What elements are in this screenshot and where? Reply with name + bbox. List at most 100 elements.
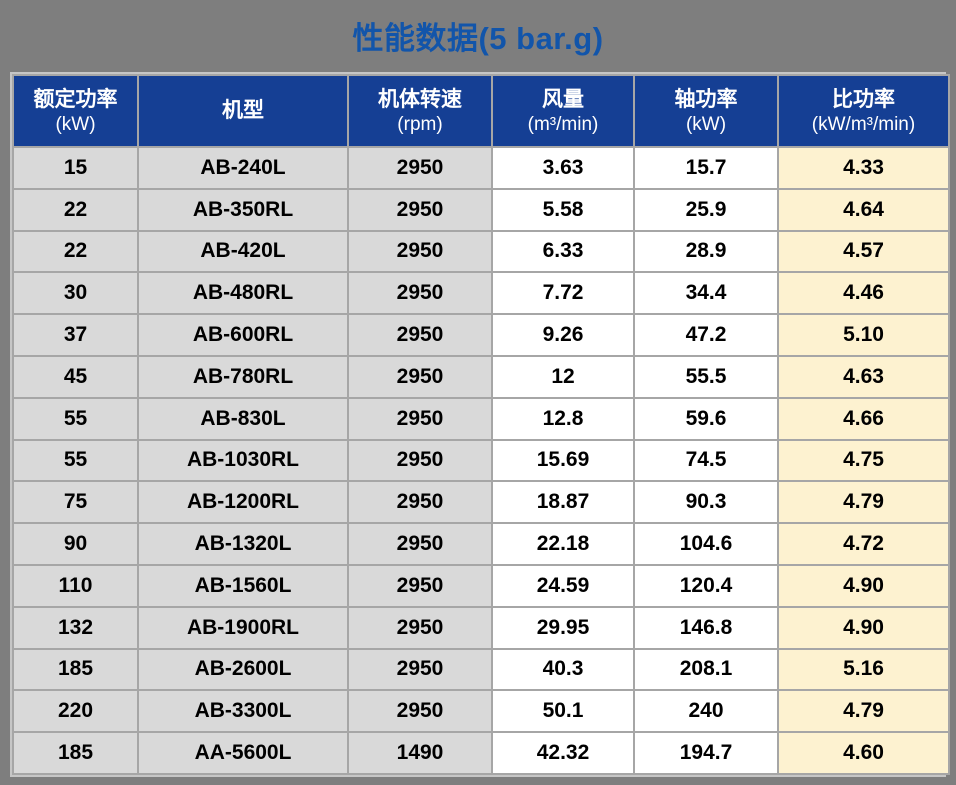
cell-speed: 2950 <box>347 396 493 441</box>
column-header-label: 风量 <box>542 88 584 112</box>
cell-specific-power: 4.46 <box>777 271 950 316</box>
cell-air-flow: 40.3 <box>491 647 635 692</box>
cell-shaft-power: 104.6 <box>633 522 779 566</box>
cell-speed: 2950 <box>347 480 493 525</box>
column-header-specific-power: 比功率 (kW/m³/min) <box>777 74 950 148</box>
cell-shaft-power: 15.7 <box>633 146 779 190</box>
cell-rated-power: 45 <box>12 354 139 399</box>
column-header-rated-power: 额定功率 (kW) <box>12 74 139 148</box>
table-body: 15 AB-240L 2950 3.63 15.7 4.33 22 AB-350RL 2950 5… <box>12 146 950 775</box>
cell-air-flow: 5.58 <box>491 187 635 232</box>
cell-shaft-power: 34.4 <box>633 271 779 316</box>
cell-specific-power: 5.10 <box>777 313 950 357</box>
table-row: 132 AB-1900RL 2950 29.95 146.8 4.90 <box>12 605 950 650</box>
cell-specific-power: 4.79 <box>777 689 950 734</box>
cell-air-flow: 7.72 <box>491 271 635 316</box>
table-row: 110 AB-1560L 2950 24.59 120.4 4.90 <box>12 563 950 608</box>
cell-model: AB-1560L <box>137 563 349 608</box>
table-row: 90 AB-1320L 2950 22.18 104.6 4.72 <box>12 522 950 566</box>
cell-rated-power: 55 <box>12 396 139 441</box>
cell-model: AB-780RL <box>137 354 349 399</box>
cell-specific-power: 4.75 <box>777 438 950 483</box>
table-row: 15 AB-240L 2950 3.63 15.7 4.33 <box>12 146 950 190</box>
cell-air-flow: 12.8 <box>491 396 635 441</box>
cell-model: AB-2600L <box>137 647 349 692</box>
cell-specific-power: 4.33 <box>777 146 950 190</box>
cell-speed: 2950 <box>347 563 493 608</box>
cell-speed: 2950 <box>347 187 493 232</box>
performance-table-container: 额定功率 (kW) 机型 机体转速 (rpm) 风量 (m³/min) 轴功率 (kW) 比功率(… <box>10 72 950 777</box>
cell-specific-power: 4.57 <box>777 229 950 274</box>
cell-shaft-power: 240 <box>633 689 779 734</box>
cell-speed: 1490 <box>347 731 493 775</box>
performance-table: 额定功率 (kW) 机型 机体转速 (rpm) 风量 (m³/min) 轴功率 (kW) 比功率(… <box>12 74 950 775</box>
cell-air-flow: 12 <box>491 354 635 399</box>
cell-shaft-power: 120.4 <box>633 563 779 608</box>
table-row: 22 AB-420L 2950 6.33 28.9 4.57 <box>12 229 950 274</box>
cell-rated-power: 110 <box>12 563 139 608</box>
cell-air-flow: 3.63 <box>491 146 635 190</box>
table-row: 22 AB-350RL 2950 5.58 25.9 4.64 <box>12 187 950 232</box>
cell-specific-power: 5.16 <box>777 647 950 692</box>
cell-rated-power: 132 <box>12 605 139 650</box>
column-header-label: 机型 <box>222 99 264 123</box>
cell-air-flow: 24.59 <box>491 563 635 608</box>
cell-air-flow: 29.95 <box>491 605 635 650</box>
table-row: 37 AB-600RL 2950 9.26 47.2 5.10 <box>12 313 950 357</box>
cell-speed: 2950 <box>347 522 493 566</box>
cell-model: AB-1900RL <box>137 605 349 650</box>
cell-shaft-power: 208.1 <box>633 647 779 692</box>
cell-specific-power: 4.90 <box>777 563 950 608</box>
cell-specific-power: 4.66 <box>777 396 950 441</box>
table-row: 185 AA-5600L 1490 42.32 194.7 4.60 <box>12 731 950 775</box>
cell-model: AB-3300L <box>137 689 349 734</box>
cell-model: AB-600RL <box>137 313 349 357</box>
cell-rated-power: 55 <box>12 438 139 483</box>
cell-speed: 2950 <box>347 146 493 190</box>
column-header-unit: (rpm) <box>397 113 443 135</box>
cell-model: AB-240L <box>137 146 349 190</box>
cell-model: AB-1200RL <box>137 480 349 525</box>
cell-speed: 2950 <box>347 647 493 692</box>
column-header-shaft-power: 轴功率 (kW) <box>633 74 779 148</box>
cell-shaft-power: 55.5 <box>633 354 779 399</box>
cell-air-flow: 15.69 <box>491 438 635 483</box>
cell-speed: 2950 <box>347 689 493 734</box>
cell-speed: 2950 <box>347 229 493 274</box>
table-row: 55 AB-830L 2950 12.8 59.6 4.66 <box>12 396 950 441</box>
cell-rated-power: 37 <box>12 313 139 357</box>
cell-rated-power: 30 <box>12 271 139 316</box>
cell-rated-power: 22 <box>12 187 139 232</box>
cell-shaft-power: 28.9 <box>633 229 779 274</box>
cell-air-flow: 18.87 <box>491 480 635 525</box>
cell-shaft-power: 47.2 <box>633 313 779 357</box>
column-header-unit: (m³/min) <box>527 113 599 135</box>
column-header-label: 额定功率 <box>33 88 118 112</box>
cell-model: AB-420L <box>137 229 349 274</box>
cell-speed: 2950 <box>347 354 493 399</box>
cell-speed: 2950 <box>347 605 493 650</box>
cell-shaft-power: 74.5 <box>633 438 779 483</box>
cell-rated-power: 75 <box>12 480 139 525</box>
cell-rated-power: 185 <box>12 731 139 775</box>
cell-speed: 2950 <box>347 271 493 316</box>
column-header-label: 轴功率 <box>674 88 738 112</box>
cell-model: AB-480RL <box>137 271 349 316</box>
cell-shaft-power: 25.9 <box>633 187 779 232</box>
cell-shaft-power: 194.7 <box>633 731 779 775</box>
cell-model: AB-350RL <box>137 187 349 232</box>
cell-speed: 2950 <box>347 313 493 357</box>
column-header-unit: (kW) <box>685 113 727 135</box>
cell-model: AB-1320L <box>137 522 349 566</box>
cell-shaft-power: 59.6 <box>633 396 779 441</box>
table-row: 75 AB-1200RL 2950 18.87 90.3 4.79 <box>12 480 950 525</box>
cell-rated-power: 90 <box>12 522 139 566</box>
cell-air-flow: 6.33 <box>491 229 635 274</box>
cell-air-flow: 9.26 <box>491 313 635 357</box>
table-row: 45 AB-780RL 2950 12 55.5 4.63 <box>12 354 950 399</box>
cell-specific-power: 4.64 <box>777 187 950 232</box>
column-header-speed: 机体转速 (rpm) <box>347 74 493 148</box>
cell-specific-power: 4.63 <box>777 354 950 399</box>
table-row: 30 AB-480RL 2950 7.72 34.4 4.46 <box>12 271 950 316</box>
